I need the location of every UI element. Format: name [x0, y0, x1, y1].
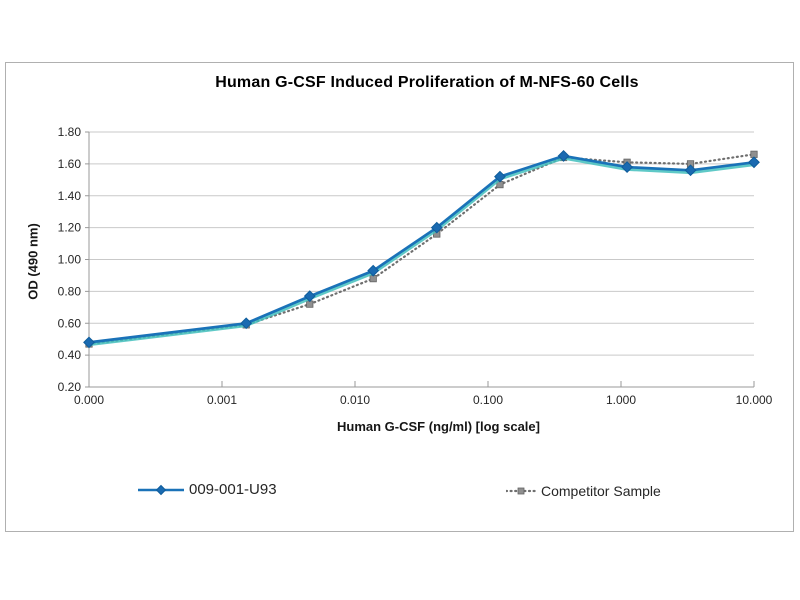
y-tick-label: 0.80	[58, 284, 82, 298]
primary-data-point	[367, 264, 380, 277]
legend-label-primary: 009-001-U93	[189, 481, 277, 498]
legend-entry-competitor: Competitor Sample	[506, 483, 661, 499]
x-tick-label: 0.001	[207, 393, 237, 407]
y-tick-label: 1.20	[58, 221, 82, 235]
legend-marker-competitor	[517, 487, 525, 495]
y-tick-label: 0.60	[58, 316, 82, 330]
x-tick-label: 10.000	[736, 393, 773, 407]
primary-series-swatch-icon	[138, 484, 184, 495]
primary-data-point	[430, 221, 443, 234]
plot-area: 0.20 0.40 0.60 0.80 1.00 1.20 1.40 1.60 1.80 0.00…	[58, 125, 773, 407]
primary-data-point	[303, 290, 316, 303]
primary-data-point	[240, 317, 253, 330]
primary-series-glow	[88, 155, 755, 347]
legend-entry-primary: 009-001-U93	[138, 481, 277, 498]
chart-canvas: Human G-CSF Induced Proliferation of M-N…	[5, 62, 794, 532]
legend-marker-primary	[155, 484, 167, 495]
y-tick-label: 1.40	[58, 189, 82, 203]
primary-data-point	[83, 336, 95, 349]
y-tick-label: 1.80	[58, 125, 82, 139]
primary-data-point	[494, 170, 506, 183]
legend-label-competitor: Competitor Sample	[541, 483, 661, 499]
competitor-series-swatch-icon	[506, 487, 536, 495]
chart-title: Human G-CSF Induced Proliferation of M-N…	[215, 74, 639, 91]
x-tick-label: 1.000	[606, 393, 636, 407]
y-tick-label: 1.00	[58, 253, 82, 267]
primary-data-point	[557, 149, 570, 162]
y-tick-label: 1.60	[58, 157, 82, 171]
x-tick-label: 0.100	[473, 393, 503, 407]
primary-series-line	[88, 154, 755, 344]
x-tick-label: 0.000	[74, 393, 104, 407]
primary-data-point	[621, 161, 633, 173]
competitor-series-line	[87, 153, 756, 346]
y-tick-label: 0.40	[58, 348, 82, 362]
y-axis-title: OD (490 nm)	[25, 223, 41, 300]
primary-data-point	[748, 156, 760, 169]
x-tick-label: 0.010	[340, 393, 370, 407]
x-axis-title: Human G-CSF (ng/ml) [log scale]	[337, 419, 540, 434]
primary-data-point	[684, 164, 697, 177]
y-tick-label: 0.20	[58, 380, 82, 394]
